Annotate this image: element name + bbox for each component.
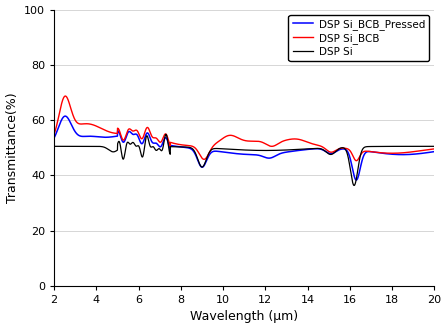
DSP Si_BCB — [63, 94, 68, 98]
Line: DSP Si: DSP Si — [54, 134, 434, 186]
DSP Si — [396, 144, 401, 148]
DSP Si — [133, 144, 138, 148]
DSP Si — [158, 148, 163, 152]
DSP Si_BCB — [396, 151, 401, 155]
DSP Si — [432, 144, 437, 148]
DSP Si_BCB — [432, 147, 437, 151]
DSP Si_BCB_Pressed — [354, 178, 359, 182]
DSP Si_BCB — [133, 128, 139, 132]
DSP Si_BCB_Pressed — [432, 150, 437, 154]
Line: DSP Si_BCB: DSP Si_BCB — [54, 96, 434, 161]
DSP Si_BCB — [432, 147, 437, 151]
DSP Si — [282, 148, 287, 152]
DSP Si_BCB_Pressed — [158, 145, 163, 149]
DSP Si_BCB — [288, 137, 294, 141]
DSP Si_BCB_Pressed — [282, 151, 287, 155]
DSP Si_BCB_Pressed — [288, 149, 294, 153]
DSP Si — [163, 132, 169, 136]
DSP Si — [288, 148, 294, 152]
DSP Si_BCB — [354, 159, 359, 163]
DSP Si_BCB — [282, 139, 287, 143]
Line: DSP Si_BCB_Pressed: DSP Si_BCB_Pressed — [54, 116, 434, 180]
X-axis label: Wavelength (μm): Wavelength (μm) — [190, 311, 298, 323]
Y-axis label: Transmittance(%): Transmittance(%) — [5, 92, 19, 203]
DSP Si — [351, 184, 357, 188]
DSP Si_BCB_Pressed — [396, 153, 401, 157]
DSP Si_BCB — [51, 132, 57, 136]
DSP Si_BCB_Pressed — [63, 114, 68, 118]
DSP Si_BCB_Pressed — [51, 136, 57, 140]
DSP Si — [51, 144, 57, 148]
DSP Si_BCB_Pressed — [432, 150, 437, 154]
Legend: DSP Si_BCB_Pressed, DSP Si_BCB, DSP Si: DSP Si_BCB_Pressed, DSP Si_BCB, DSP Si — [288, 15, 429, 61]
DSP Si — [432, 144, 437, 148]
DSP Si_BCB_Pressed — [133, 132, 139, 136]
DSP Si_BCB — [158, 140, 163, 144]
